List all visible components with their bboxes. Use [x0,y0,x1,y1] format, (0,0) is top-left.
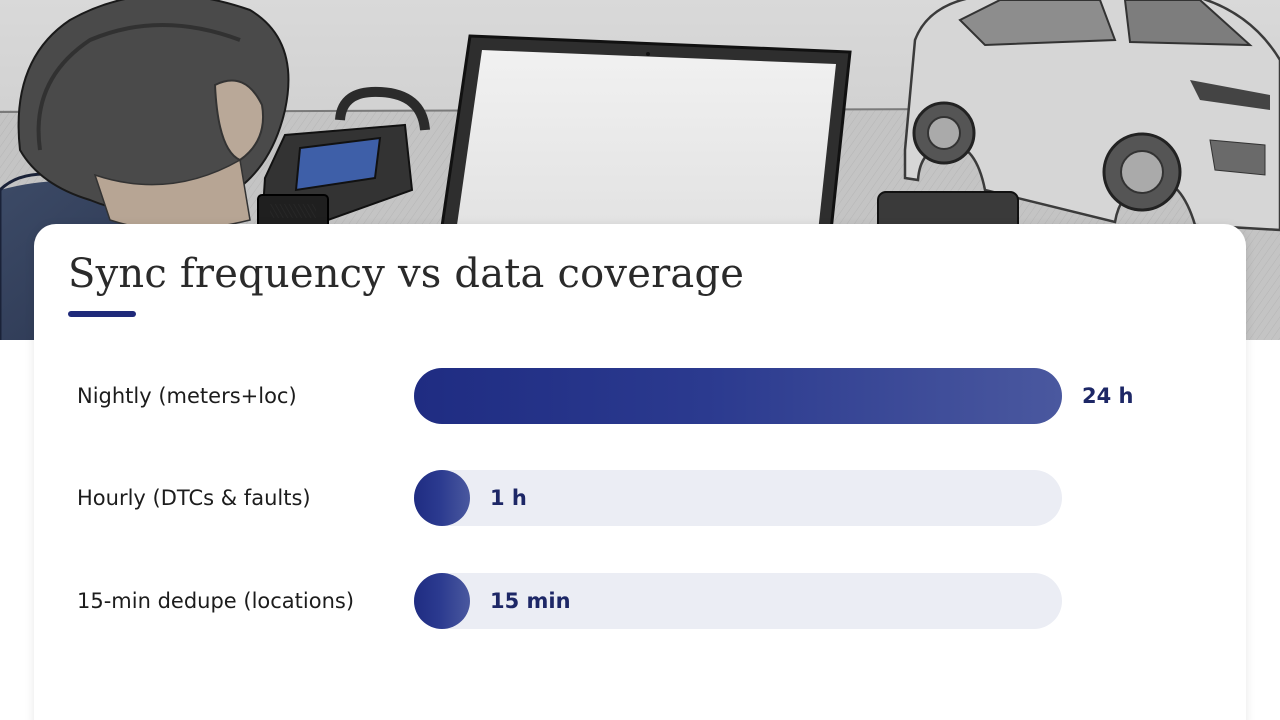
bar-track [414,368,1062,424]
bar-row: Nightly (meters+loc) 24 h [34,368,1246,424]
value-label: 24 h [1082,384,1134,408]
category-label: 15-min dedupe (locations) [77,589,355,613]
bar-row: 15-min dedupe (locations) 15 min [34,573,1246,629]
laptop-sketch [438,34,852,242]
chart-title: Sync frequency vs data coverage [68,251,745,297]
value-label: 15 min [490,589,571,613]
bar-track [414,470,1062,526]
value-label: 1 h [490,486,527,510]
category-label: Nightly (meters+loc) [77,384,297,408]
bar-fill [414,368,1062,424]
bar-fill [414,573,470,629]
bar-row: Hourly (DTCs & faults) 1 h [34,470,1246,526]
chart-card: Sync frequency vs data coverage Nightly … [34,224,1246,720]
bar-track [414,573,1062,629]
title-underline [68,311,136,317]
category-label: Hourly (DTCs & faults) [77,486,311,510]
bar-fill [414,470,470,526]
suv-sketch [903,0,1280,232]
